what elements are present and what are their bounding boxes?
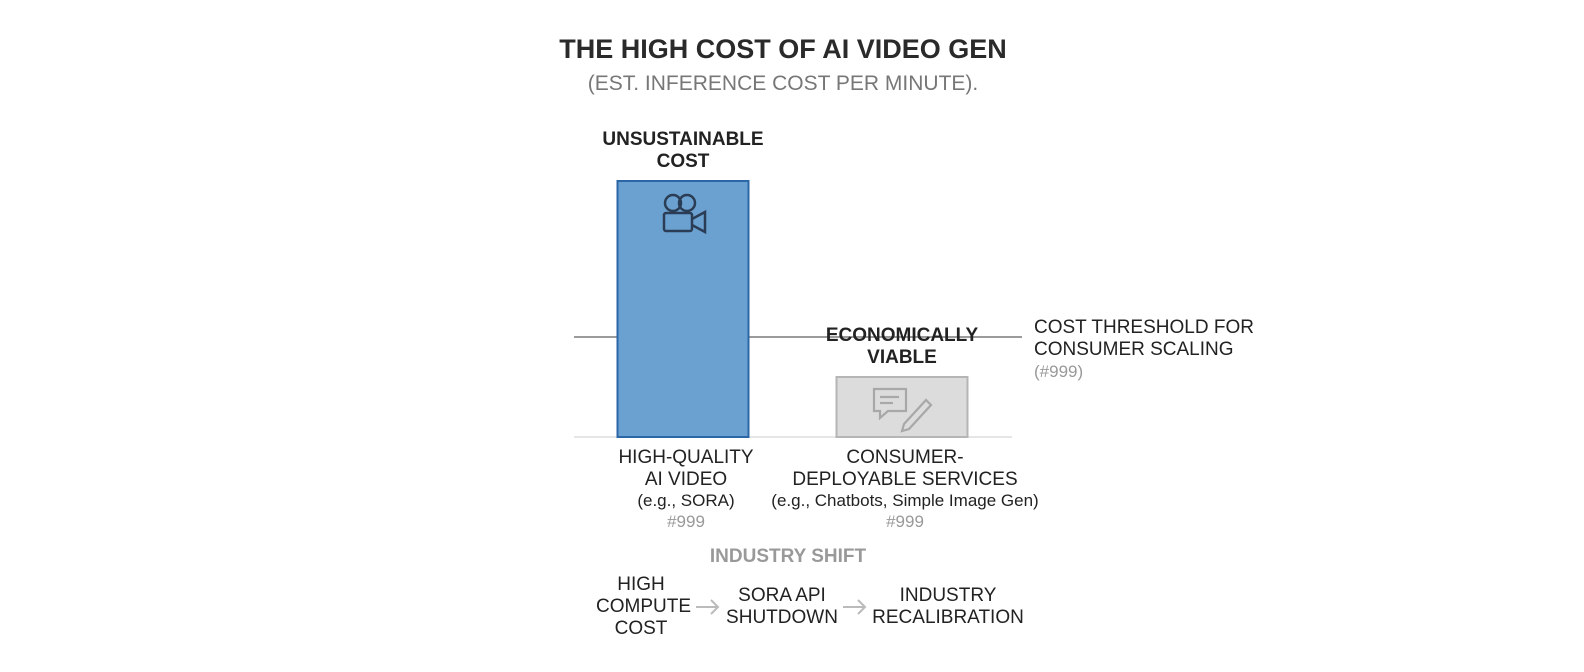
category-note: #999 <box>667 512 705 531</box>
bar-annotation: ECONOMICALLY VIABLE <box>825 325 979 368</box>
bar-annotation: UNSUSTAINABLE COST <box>602 129 764 172</box>
chart-subtitle: (EST. INFERENCE COST PER MINUTE). <box>587 72 979 95</box>
category-label: CONSUMER-DEPLOYABLE SERVICES <box>792 447 1018 490</box>
threshold-note: (#999) <box>1034 362 1084 381</box>
bar <box>616 180 750 438</box>
chart-title: THE HIGH COST OF AI VIDEO GEN <box>559 34 1007 64</box>
flow-step: INDUSTRY RECALIBRATION <box>872 585 1024 628</box>
category-example: (e.g., SORA) <box>637 491 735 510</box>
chat-pencil-icon <box>872 387 933 433</box>
flow-title: INDUSTRY SHIFT <box>709 546 867 567</box>
flow-arrows <box>696 599 867 615</box>
category-note: #999 <box>886 512 924 531</box>
threshold-label: COST THRESHOLD FOR CONSUMER SCALING <box>1034 317 1254 360</box>
category-label: HIGH-QUALITY AI VIDEO <box>618 447 754 490</box>
video-camera-icon <box>662 193 707 235</box>
category-example: (e.g., Chatbots, Simple Image Gen) <box>771 491 1039 510</box>
flow-step: HIGH COMPUTE COST <box>596 574 691 639</box>
flow-step: SORA API SHUTDOWN <box>726 585 838 628</box>
